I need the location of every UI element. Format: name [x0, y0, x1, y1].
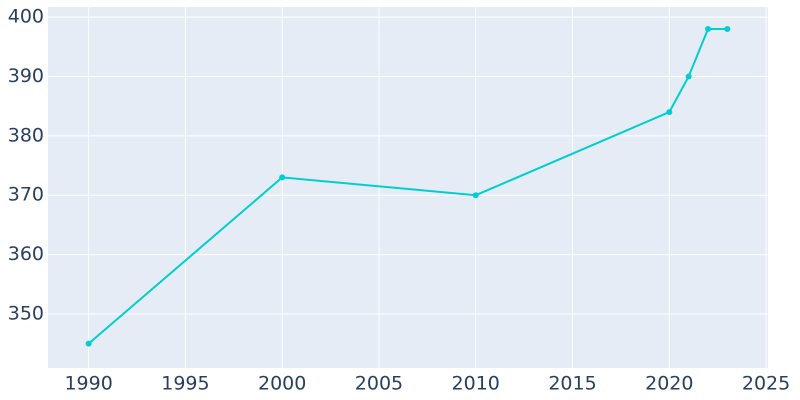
x-tick-label: 1990 — [64, 373, 112, 395]
x-tick-label: 1995 — [161, 373, 209, 395]
point — [279, 174, 286, 181]
y-tick-label: 370 — [8, 184, 44, 206]
point — [685, 73, 692, 80]
plot-area — [48, 7, 768, 368]
x-tick-label: 2000 — [258, 373, 306, 395]
x-tick-label: 2020 — [645, 373, 693, 395]
x-tick-label: 2015 — [548, 373, 596, 395]
point — [724, 25, 731, 32]
y-tick-label: 360 — [8, 243, 44, 265]
y-tick-label: 390 — [8, 65, 44, 87]
point — [705, 25, 711, 32]
y-tick-label: 380 — [8, 124, 44, 146]
x-tick-label: 2010 — [452, 373, 500, 395]
y-tick-label: 350 — [8, 302, 44, 324]
point — [472, 192, 479, 199]
x-tick-label: 2025 — [742, 373, 790, 395]
y-tick-label: 400 — [8, 6, 44, 28]
point — [85, 340, 92, 347]
x-tick-label: 2005 — [355, 373, 403, 395]
point — [666, 109, 673, 116]
